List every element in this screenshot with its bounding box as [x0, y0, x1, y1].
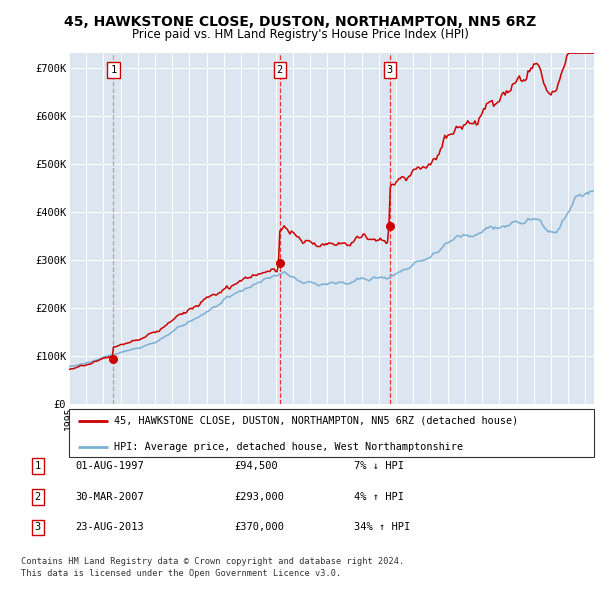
Text: 01-AUG-1997: 01-AUG-1997	[75, 461, 144, 471]
Text: 30-MAR-2007: 30-MAR-2007	[75, 492, 144, 502]
Text: £293,000: £293,000	[234, 492, 284, 502]
Text: HPI: Average price, detached house, West Northamptonshire: HPI: Average price, detached house, West…	[113, 441, 463, 451]
Text: 23-AUG-2013: 23-AUG-2013	[75, 523, 144, 532]
Text: 7% ↓ HPI: 7% ↓ HPI	[354, 461, 404, 471]
Text: 34% ↑ HPI: 34% ↑ HPI	[354, 523, 410, 532]
Point	[275, 258, 284, 268]
Text: 2: 2	[35, 492, 41, 502]
Text: This data is licensed under the Open Government Licence v3.0.: This data is licensed under the Open Gov…	[21, 569, 341, 578]
Text: 45, HAWKSTONE CLOSE, DUSTON, NORTHAMPTON, NN5 6RZ (detached house): 45, HAWKSTONE CLOSE, DUSTON, NORTHAMPTON…	[113, 416, 518, 426]
Point	[109, 354, 118, 363]
Text: £370,000: £370,000	[234, 523, 284, 532]
Text: 1: 1	[35, 461, 41, 471]
Text: 1: 1	[110, 65, 116, 75]
FancyBboxPatch shape	[69, 409, 594, 457]
Text: 45, HAWKSTONE CLOSE, DUSTON, NORTHAMPTON, NN5 6RZ: 45, HAWKSTONE CLOSE, DUSTON, NORTHAMPTON…	[64, 15, 536, 29]
Point	[385, 221, 395, 231]
Text: 4% ↑ HPI: 4% ↑ HPI	[354, 492, 404, 502]
Text: 3: 3	[387, 65, 393, 75]
Text: £94,500: £94,500	[234, 461, 278, 471]
Text: Price paid vs. HM Land Registry's House Price Index (HPI): Price paid vs. HM Land Registry's House …	[131, 28, 469, 41]
Text: 3: 3	[35, 523, 41, 532]
Text: Contains HM Land Registry data © Crown copyright and database right 2024.: Contains HM Land Registry data © Crown c…	[21, 558, 404, 566]
Text: 2: 2	[277, 65, 283, 75]
